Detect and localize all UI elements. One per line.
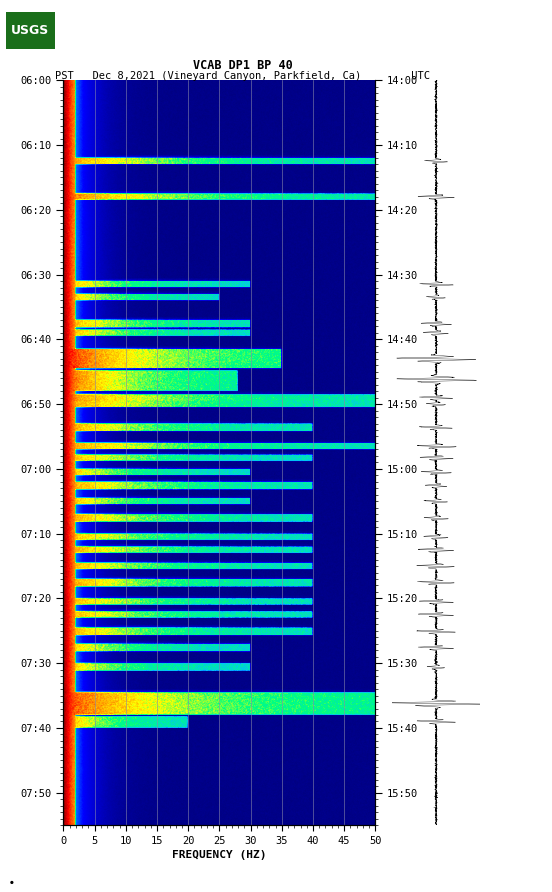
Text: ⚫: ⚫ bbox=[8, 880, 14, 886]
X-axis label: FREQUENCY (HZ): FREQUENCY (HZ) bbox=[172, 850, 267, 860]
Text: PST   Dec 8,2021 (Vineyard Canyon, Parkfield, Ca)        UTC: PST Dec 8,2021 (Vineyard Canyon, Parkfie… bbox=[55, 71, 431, 81]
Text: VCAB DP1 BP 40: VCAB DP1 BP 40 bbox=[193, 59, 293, 72]
Text: USGS: USGS bbox=[11, 24, 50, 37]
